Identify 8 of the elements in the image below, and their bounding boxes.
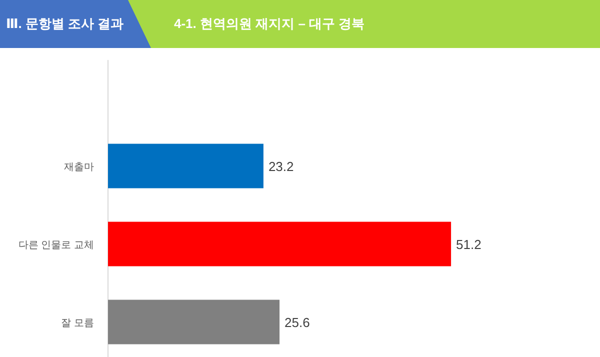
- data-label: 25.6: [284, 315, 310, 330]
- chart-subtitle: Ⅲ. 문항별 조사 결과: [6, 16, 124, 31]
- chart-title: 4-1. 현역의원 재지지 – 대구 경북: [174, 16, 365, 31]
- y-tick-label: 잘 모름: [61, 318, 94, 329]
- y-tick-label: 다른 인물로 교체: [18, 240, 94, 251]
- data-label: 23.2: [268, 159, 294, 174]
- data-label: 51.2: [456, 237, 482, 252]
- y-tick-label: 재출마: [64, 162, 94, 173]
